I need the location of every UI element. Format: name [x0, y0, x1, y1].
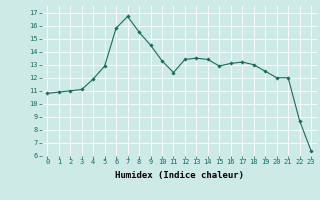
X-axis label: Humidex (Indice chaleur): Humidex (Indice chaleur) — [115, 171, 244, 180]
